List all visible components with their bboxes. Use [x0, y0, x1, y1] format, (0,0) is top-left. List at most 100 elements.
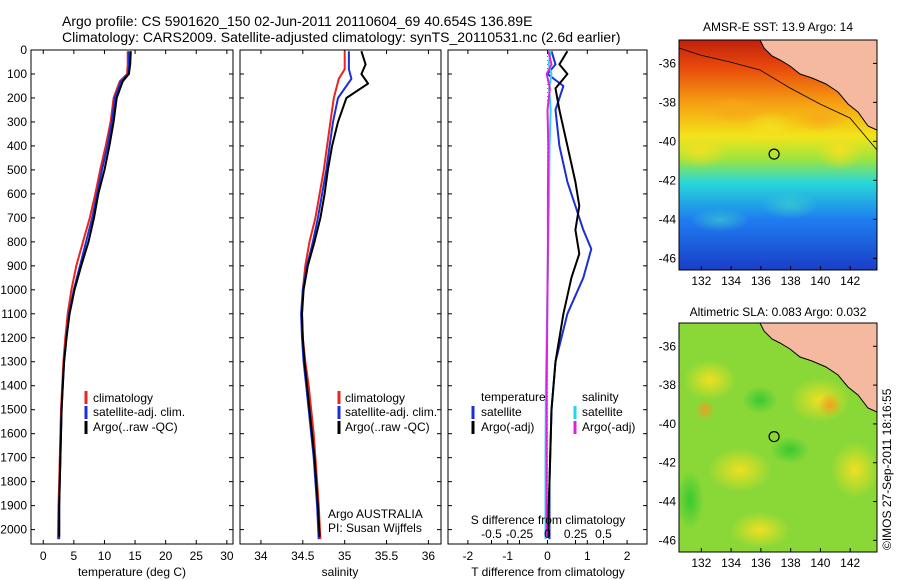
depth-tick-label: 200: [7, 91, 27, 105]
legend-label-s-argo: Argo(-adj): [582, 420, 635, 434]
difference-panel: -2 -1 0 1 2 S difference from climatology -0…: [447, 49, 648, 579]
s-diff-tick-label: 0: [544, 527, 551, 541]
legend-label-t-satellite: satellite: [481, 405, 522, 419]
lat-tick-label: -42: [659, 173, 677, 187]
sla-map-axes: [678, 322, 878, 553]
sst-map-axes: [678, 39, 878, 271]
x-tick-label: -1: [502, 549, 513, 563]
lon-tick-label: 140: [810, 274, 830, 288]
depth-tick-label: 100: [7, 67, 27, 81]
depth-tick-label: 1700: [0, 451, 27, 465]
depth-tick-label: 700: [7, 211, 27, 225]
salinity-difference-ticks: -0.5 -0.25 0 0.25 0.5: [481, 527, 612, 544]
depth-tick-label: 1900: [0, 499, 27, 513]
depth-tick-label: 1400: [0, 379, 27, 393]
temperature-axes: [30, 49, 234, 545]
temperature-xlabel: temperature (deg C): [78, 565, 186, 579]
legend-label-argo: Argo(..raw -QC): [93, 420, 178, 434]
x-tick-label: 10: [98, 549, 112, 563]
s-diff-tick-label: 0.5: [595, 527, 612, 541]
legend-label-argo: Argo(..raw -QC): [345, 420, 430, 434]
temperature-ticks: 0 5 10 15 20 25 30: [31, 49, 234, 563]
depth-tick-label: 1200: [0, 331, 27, 345]
s-diff-tick-label: 0.25: [564, 527, 588, 541]
header-line-2: Climatology: CARS2009. Satellite-adjuste…: [62, 29, 620, 45]
difference-ticks: -2 -1 0 1 2: [448, 49, 647, 563]
sst-map-ticks: 132 134 136 138 140 142 -36 -38 -40 -42 -44 -46: [659, 56, 877, 288]
salinity-profiles: [300, 50, 370, 540]
t-difference-xlabel: T difference from climatology: [471, 565, 625, 579]
lon-tick-label: 142: [840, 274, 860, 288]
lat-tick-label: -40: [659, 417, 677, 431]
lat-tick-label: -38: [659, 378, 677, 392]
depth-tick-label: 300: [7, 115, 27, 129]
temperature-legend: climatology satellite-adj. clim. Argo(..…: [84, 391, 185, 434]
lon-tick-label: 140: [810, 556, 830, 570]
difference-legend: temperature salinity satellite Argo(-adj…: [471, 390, 635, 434]
depth-tick-label: 1500: [0, 403, 27, 417]
s-diff-tick-label: -0.25: [506, 527, 534, 541]
x-tick-label: -2: [463, 549, 474, 563]
sla-map-panel: Altimetric SLA: 0.083 Argo: 0.032 132 134…: [659, 305, 878, 570]
s-difference-xlabel: S difference from climatology: [471, 513, 626, 527]
sla-map-ticks: 132 134 136 138 140 142 -36 -38 -40 -42 -44 -46: [659, 339, 877, 570]
annotation-line-1: Argo AUSTRALIA: [328, 507, 423, 521]
salinity-legend: climatology satellite-adj. clim. Argo(..…: [337, 391, 437, 434]
annotation-line-2: PI: Susan Wijffels: [328, 521, 422, 535]
legend-label-t-argo: Argo(-adj): [481, 420, 534, 434]
salinity-panel: 34 34.5 35 35.5 36 salinity climatology sate…: [239, 49, 442, 579]
lon-tick-label: 136: [751, 556, 771, 570]
legend-label-climatology: climatology: [345, 391, 405, 405]
lon-tick-label: 142: [840, 556, 860, 570]
sla-argo-position-marker: [768, 431, 780, 443]
x-tick-label: 30: [220, 549, 234, 563]
x-tick-label: 34: [254, 549, 268, 563]
legend-label-climatology: climatology: [93, 391, 153, 405]
x-tick-label: 34.5: [291, 549, 315, 563]
x-tick-label: 0: [544, 549, 551, 563]
legend-label-satellite: satellite-adj. clim.: [93, 405, 185, 419]
x-tick-label: 0: [40, 549, 47, 563]
temperature-panel: 0100200300400500600700800900100011001200…: [0, 43, 234, 579]
s-diff-tick-label: -0.5: [481, 527, 502, 541]
sla-map-title: Altimetric SLA: 0.083 Argo: 0.032: [690, 305, 867, 319]
depth-tick-labels: 0 100 200 300 400 500 600 700 800 900 1000 1100 1200…: [0, 43, 27, 537]
depth-tick-label: 1000: [0, 283, 27, 297]
series-line-argo-raw-qc-: [301, 50, 370, 537]
sst-land: [760, 40, 877, 130]
depth-tick-label: 900: [7, 259, 27, 273]
lat-tick-label: -40: [659, 134, 677, 148]
copyright-timestamp: ©IMOS 27-Sep-2011 18:16:55: [880, 388, 894, 550]
depth-tick-label: 1300: [0, 355, 27, 369]
x-tick-label: 35.5: [375, 549, 399, 563]
salinity-xlabel: salinity: [322, 565, 359, 579]
lat-tick-label: -44: [659, 495, 677, 509]
sst-map-title: AMSR-E SST: 13.9 Argo: 14: [703, 20, 853, 34]
depth-tick-label: 800: [7, 235, 27, 249]
series-line-argo-raw-qc-: [58, 51, 132, 537]
lat-tick-label: -46: [659, 251, 677, 265]
legend-header-salinity: salinity: [582, 390, 619, 404]
lon-tick-label: 138: [781, 274, 801, 288]
legend-label-satellite: satellite-adj. clim.: [345, 405, 437, 419]
header-line-1: Argo profile: CS 5901620_150 02-Jun-2011…: [62, 13, 532, 29]
depth-tick-label: 1800: [0, 475, 27, 489]
depth-tick-label: 500: [7, 163, 27, 177]
lat-tick-label: -36: [659, 56, 677, 70]
legend-label-s-satellite: satellite: [582, 405, 623, 419]
lat-tick-label: -42: [659, 456, 677, 470]
depth-tick-label: 600: [7, 187, 27, 201]
series-line-s-argo-adj-: [545, 50, 553, 537]
lon-tick-label: 132: [691, 556, 711, 570]
lat-tick-label: -44: [659, 212, 677, 226]
sla-land: [760, 323, 877, 412]
lat-tick-label: -38: [659, 95, 677, 109]
x-tick-label: 1: [584, 549, 591, 563]
sla-field: [679, 323, 877, 552]
salinity-ticks: 34 34.5 35 35.5 36: [240, 49, 441, 563]
x-tick-label: 5: [71, 549, 78, 563]
depth-tick-label: 0: [20, 43, 27, 57]
lon-tick-label: 132: [691, 274, 711, 288]
x-tick-label: 25: [190, 549, 204, 563]
